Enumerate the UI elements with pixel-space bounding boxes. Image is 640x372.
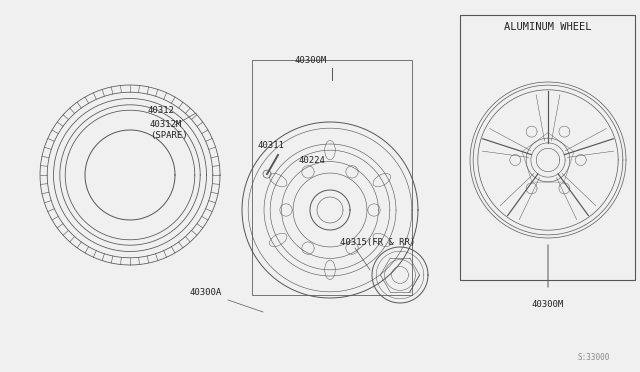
Text: 40312M: 40312M — [150, 120, 182, 129]
Text: 40315(FR & RR): 40315(FR & RR) — [340, 238, 415, 247]
Text: 40300M: 40300M — [532, 300, 564, 309]
Bar — [252, 60, 412, 295]
Text: ALUMINUM WHEEL: ALUMINUM WHEEL — [504, 22, 592, 32]
Text: S:33000: S:33000 — [578, 353, 610, 362]
Bar — [460, 15, 635, 280]
Text: (SPARE): (SPARE) — [150, 131, 188, 140]
Text: 40300A: 40300A — [190, 288, 222, 297]
Text: 40300M: 40300M — [295, 56, 327, 65]
Text: 40224: 40224 — [299, 156, 326, 165]
Text: 40311: 40311 — [258, 141, 285, 150]
Text: 40312: 40312 — [148, 106, 175, 115]
